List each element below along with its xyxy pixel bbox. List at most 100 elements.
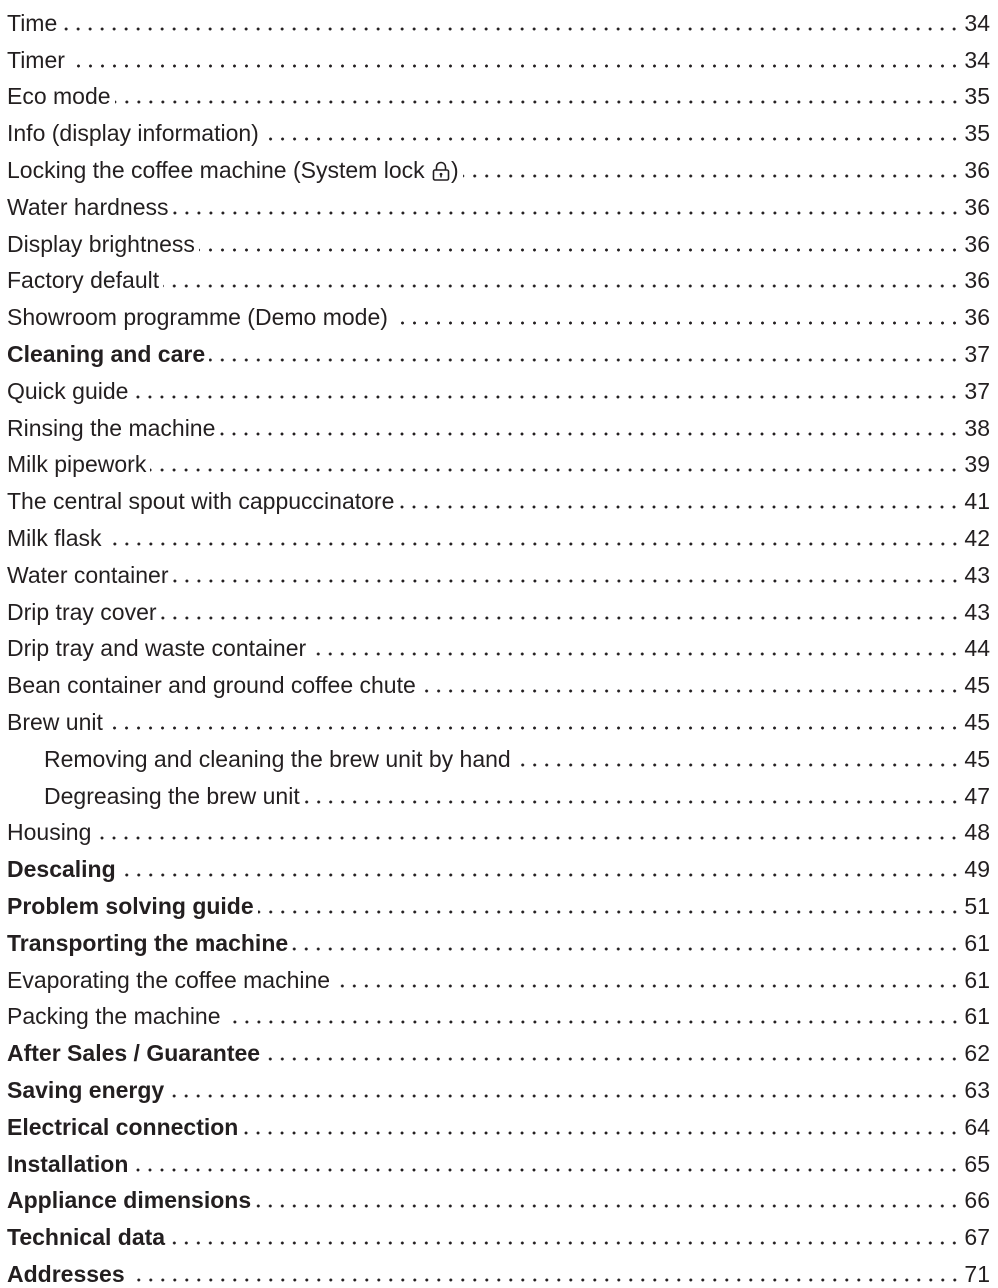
dot-leader (264, 1057, 961, 1062)
toc-entry-page-number: 43 (964, 561, 990, 588)
dot-leader (262, 137, 961, 142)
toc-entry[interactable]: Drip tray cover 43 (0, 589, 998, 626)
toc-entry-page-number: 71 (964, 1260, 990, 1287)
toc-entry-title: The central spout with cappuccinatore (7, 488, 395, 515)
toc-entry-title: Brew unit (7, 708, 103, 735)
toc-entry-title: Locking the coffee machine (System lock … (7, 157, 459, 184)
toc-subentry[interactable]: Degreasing the brew unit 47 (0, 773, 998, 810)
toc-entry[interactable]: Locking the coffee machine (System lock … (0, 147, 998, 184)
toc-entry-title: Bean container and ground coffee chute (7, 672, 416, 699)
dot-leader (61, 26, 961, 31)
toc-section-heading[interactable]: Transporting the machine 61 (0, 920, 998, 957)
dot-leader (242, 1130, 961, 1135)
toc-entry-page-number: 41 (964, 488, 990, 515)
toc-entry-title: Degreasing the brew unit (44, 782, 300, 809)
dot-leader (224, 1020, 961, 1025)
toc-section-heading[interactable]: Technical data 67 (0, 1214, 998, 1251)
dot-leader (398, 505, 961, 510)
toc-entry[interactable]: Display brightness 36 (0, 221, 998, 258)
dot-leader (334, 983, 961, 988)
toc-entry-page-number: 45 (964, 708, 990, 735)
toc-entry-page-number: 61 (964, 966, 990, 993)
dot-leader (310, 652, 961, 657)
toc-entry[interactable]: Showroom programme (Demo mode) 36 (0, 294, 998, 331)
toc-entry-page-number: 37 (964, 340, 990, 367)
toc-entry-title: Milk pipework (7, 451, 147, 478)
dot-leader (514, 762, 961, 767)
toc-entry-title: Drip tray and waste container (7, 635, 307, 662)
toc-entry-title: Time (7, 9, 58, 36)
dot-leader (132, 394, 961, 399)
toc-entry-page-number: 35 (964, 83, 990, 110)
toc-entry[interactable]: Eco mode 35 (0, 74, 998, 111)
dot-leader (292, 946, 961, 951)
toc-section-heading[interactable]: Appliance dimensions 66 (0, 1178, 998, 1215)
dot-leader (172, 210, 961, 215)
toc-section-heading[interactable]: Saving energy 63 (0, 1067, 998, 1104)
toc-entry[interactable]: Water hardness 36 (0, 184, 998, 221)
toc-entry-page-number: 61 (964, 929, 990, 956)
toc-entry[interactable]: Time 34 (0, 0, 998, 37)
dot-leader (132, 1167, 961, 1172)
toc-entry[interactable]: Milk pipework 39 (0, 442, 998, 479)
toc-entry-title: Technical data (7, 1224, 166, 1251)
toc-entry-page-number: 67 (964, 1224, 990, 1251)
toc-entry-title: Water container (7, 561, 169, 588)
toc-entry-page-number: 65 (964, 1150, 990, 1177)
toc-entry[interactable]: Bean container and ground coffee chute 45 (0, 662, 998, 699)
toc-section-heading[interactable]: After Sales / Guarantee 62 (0, 1030, 998, 1067)
padlock-icon (432, 161, 450, 181)
toc-entry[interactable]: Timer 34 (0, 37, 998, 74)
toc-entry-title: Descaling (7, 856, 116, 883)
toc-entry[interactable]: Evaporating the coffee machine 61 (0, 957, 998, 994)
toc-entry-page-number: 48 (964, 819, 990, 846)
toc-entry-page-number: 39 (964, 451, 990, 478)
toc-entry-title: Info (display information) (7, 120, 259, 147)
toc-entry-title: Problem solving guide (7, 892, 254, 919)
toc-section-heading[interactable]: Cleaning and care 37 (0, 331, 998, 368)
dot-leader (95, 836, 961, 841)
toc-entry-page-number: 43 (964, 598, 990, 625)
toc-entry-title: Appliance dimensions (7, 1187, 252, 1214)
toc-entry-title: Evaporating the coffee machine (7, 966, 331, 993)
toc-section-heading[interactable]: Electrical connection 64 (0, 1104, 998, 1141)
toc-entry-title: Eco mode (7, 83, 111, 110)
toc-subentry[interactable]: Removing and cleaning the brew unit by h… (0, 736, 998, 773)
toc-entry[interactable]: Milk flask 42 (0, 515, 998, 552)
dot-leader (257, 909, 961, 914)
toc-section-heading[interactable]: Installation 65 (0, 1141, 998, 1178)
toc-entry[interactable]: Rinsing the machine 38 (0, 405, 998, 442)
dot-leader (168, 1093, 961, 1098)
toc-entry[interactable]: Drip tray and waste container 44 (0, 626, 998, 663)
toc-entry-page-number: 61 (964, 1003, 990, 1030)
toc-entry-page-number: 35 (964, 120, 990, 147)
dot-leader (160, 615, 961, 620)
toc-section-heading[interactable]: Problem solving guide 51 (0, 883, 998, 920)
toc-entry[interactable]: The central spout with cappuccinatore 41 (0, 478, 998, 515)
toc-entry-page-number: 64 (964, 1113, 990, 1140)
toc-entry[interactable]: Water container 43 (0, 552, 998, 589)
toc-entry-page-number: 36 (964, 156, 990, 183)
toc-entry[interactable]: Packing the machine 61 (0, 994, 998, 1031)
toc-entry-title: Quick guide (7, 377, 129, 404)
toc-entry-title-part: ) (451, 156, 459, 183)
toc-entry-title: Showroom programme (Demo mode) (7, 304, 388, 331)
toc-entry[interactable]: Quick guide 37 (0, 368, 998, 405)
toc-entry[interactable]: Housing 48 (0, 810, 998, 847)
toc-entry[interactable]: Info (display information) 35 (0, 110, 998, 147)
toc-entry[interactable]: Factory default 36 (0, 258, 998, 295)
dot-leader (114, 100, 961, 105)
toc-section-heading[interactable]: Descaling 49 (0, 846, 998, 883)
dot-leader (198, 247, 961, 252)
toc-entry[interactable]: Brew unit 45 (0, 699, 998, 736)
toc-entry-title: Removing and cleaning the brew unit by h… (44, 745, 511, 772)
toc-section-heading[interactable]: Addresses 71 (0, 1251, 998, 1288)
dot-leader (128, 1277, 961, 1282)
dot-leader (169, 1241, 961, 1246)
toc-entry-title: Timer (7, 46, 65, 73)
toc-entry-page-number: 36 (964, 267, 990, 294)
toc-entry-title-part: Locking the coffee machine (System lock (7, 156, 432, 183)
dot-leader (419, 689, 961, 694)
dot-leader (106, 725, 961, 730)
